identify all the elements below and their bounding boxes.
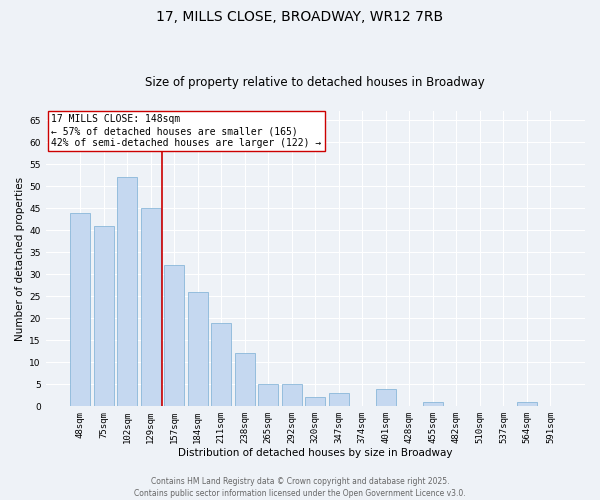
Bar	[211, 322, 231, 406]
Bar	[517, 402, 537, 406]
Bar	[329, 393, 349, 406]
Bar	[258, 384, 278, 406]
Bar	[423, 402, 443, 406]
Title: Size of property relative to detached houses in Broadway: Size of property relative to detached ho…	[145, 76, 485, 90]
Bar	[376, 388, 396, 406]
Text: Contains HM Land Registry data © Crown copyright and database right 2025.
Contai: Contains HM Land Registry data © Crown c…	[134, 476, 466, 498]
Y-axis label: Number of detached properties: Number of detached properties	[15, 177, 25, 341]
Bar	[235, 354, 254, 406]
Text: 17 MILLS CLOSE: 148sqm
← 57% of detached houses are smaller (165)
42% of semi-de: 17 MILLS CLOSE: 148sqm ← 57% of detached…	[51, 114, 321, 148]
Bar	[305, 398, 325, 406]
Bar	[164, 266, 184, 406]
Bar	[282, 384, 302, 406]
Bar	[70, 212, 90, 406]
X-axis label: Distribution of detached houses by size in Broadway: Distribution of detached houses by size …	[178, 448, 452, 458]
Bar	[117, 178, 137, 406]
Bar	[94, 226, 113, 406]
Bar	[140, 208, 161, 406]
Bar	[188, 292, 208, 406]
Text: 17, MILLS CLOSE, BROADWAY, WR12 7RB: 17, MILLS CLOSE, BROADWAY, WR12 7RB	[157, 10, 443, 24]
